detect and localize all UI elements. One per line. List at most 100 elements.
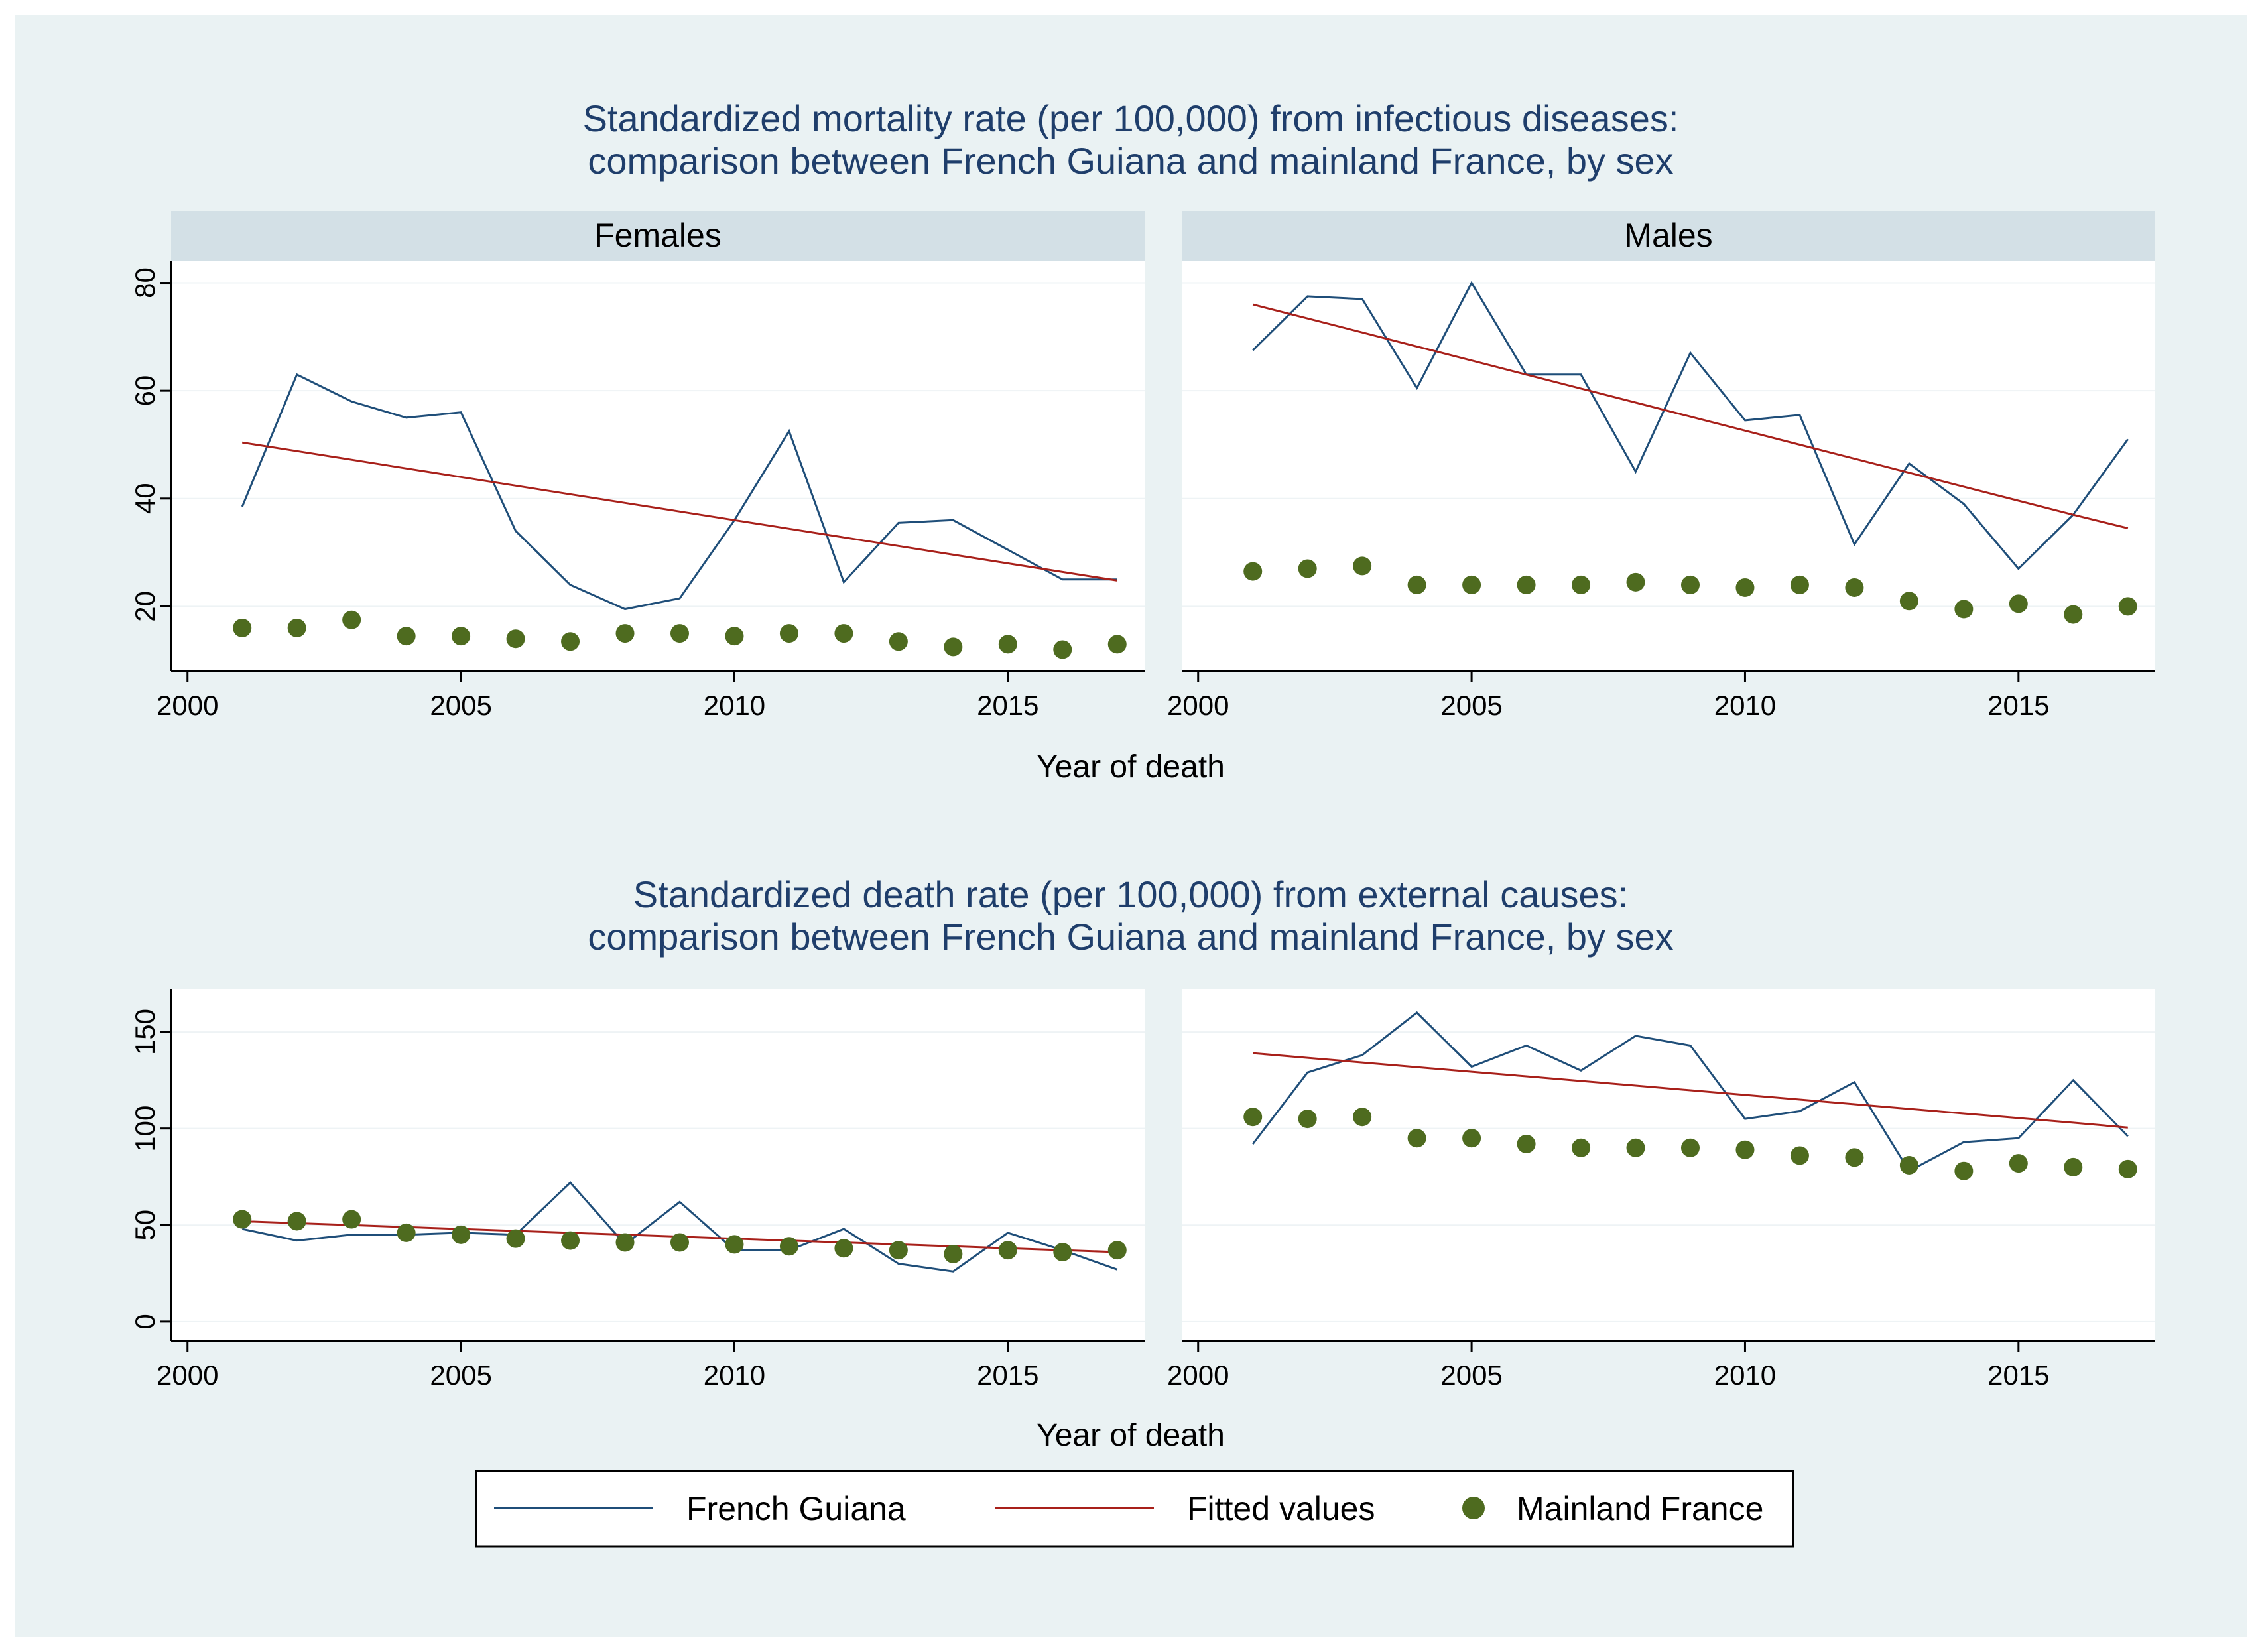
chart2-panel2-x-tick-label-2010: 2010 — [1714, 1360, 1776, 1391]
chart2-panel1-x-tick-label-2015: 2015 — [977, 1360, 1038, 1391]
chart2-panel1-mainland-france-point-2017 — [1107, 1241, 1127, 1260]
chart2-panel1-mainland-france-point-2009 — [670, 1233, 689, 1252]
legend-swatch-mainland-france — [1462, 1497, 1485, 1519]
legend-label-french-guiana: French Guiana — [686, 1490, 906, 1527]
chart1-panel2-mainland-france-point-2012 — [1845, 578, 1864, 597]
chart1-panel1-mainland-france-point-2002 — [287, 618, 306, 637]
chart2-panel1-y-tick-label-0: 0 — [129, 1314, 160, 1329]
chart1-panel1-mainland-france-point-2008 — [615, 624, 635, 643]
chart1-panel1-mainland-france-point-2016 — [1053, 640, 1072, 659]
legend-label-fitted-values: Fitted values — [1187, 1490, 1375, 1527]
chart1-panel2-mainland-france-point-2007 — [1572, 575, 1591, 594]
chart2-panel1-x-tick-label-2010: 2010 — [704, 1360, 765, 1391]
chart1-panel2-mainland-france-point-2011 — [1790, 575, 1809, 594]
chart2-panel1-mainland-france-point-2002 — [287, 1212, 306, 1231]
chart2-panel2-mainland-france-point-2002 — [1298, 1110, 1317, 1129]
chart1-panel2-x-tick-label-2015: 2015 — [1987, 690, 2049, 721]
chart2-x-axis-title: Year of death — [1037, 1418, 1225, 1453]
chart1-x-axis-title: Year of death — [1037, 749, 1225, 785]
chart2-panel2-x-tick-label-2000: 2000 — [1167, 1360, 1229, 1391]
chart2-panel1-mainland-france-point-2012 — [834, 1239, 853, 1258]
panel-strip-females — [171, 211, 1145, 261]
panel-label-males: Males — [1624, 217, 1712, 254]
chart1-panel1-mainland-france-point-2001 — [233, 618, 252, 637]
chart2-panel1-x-tick-label-2005: 2005 — [430, 1360, 491, 1391]
chart1-panel2-mainland-france-point-2002 — [1298, 559, 1317, 578]
chart2-panel2: 2000 2005 2010 2015 — [1167, 989, 2155, 1391]
chart1-panel1-mainland-france-point-2004 — [397, 627, 416, 646]
chart2-panel2-mainland-france-point-2013 — [1899, 1156, 1918, 1175]
chart1-panel2-mainland-france-point-2015 — [2009, 594, 2028, 613]
chart1-panel2-plot-area — [1182, 261, 2155, 671]
chart1-panel1-mainland-france-point-2005 — [452, 627, 471, 646]
chart2-panel1: 2000 2005 2010 2015 0 50 100 150 — [129, 989, 1145, 1391]
chart1-panel1-mainland-france-point-2014 — [944, 637, 963, 657]
chart2-panel2-mainland-france-point-2016 — [2064, 1157, 2083, 1176]
chart1-panel1-x-tick-label-2005: 2005 — [430, 690, 491, 721]
chart2-panel2-mainland-france-point-2001 — [1243, 1108, 1263, 1127]
chart2-panel2-x-tick-label-2005: 2005 — [1440, 1360, 1502, 1391]
chart1-panel1-french-guiana-line — [241, 373, 1117, 611]
chart1-panel2-fitted-values-line — [1252, 303, 2129, 529]
chart2-panel2-mainland-france-point-2003 — [1353, 1108, 1372, 1127]
chart2-panel1-mainland-france-point-2014 — [944, 1244, 963, 1263]
chart2-panel2-mainland-france-point-2012 — [1845, 1148, 1864, 1167]
chart1-panel1-mainland-france-point-2015 — [998, 635, 1017, 654]
chart2-panel1-mainland-france-point-2008 — [615, 1233, 635, 1252]
chart1-panel2-mainland-france-point-2003 — [1353, 556, 1372, 576]
chart1-panel1-y-tick-label-80: 80 — [129, 267, 160, 298]
chart2-panel1-y-tick-label-100: 100 — [129, 1106, 160, 1152]
chart2-panel2-mainland-france-point-2005 — [1462, 1129, 1481, 1148]
chart1-panel1-mainland-france-point-2013 — [889, 632, 908, 651]
chart2-panel1-mainland-france-point-2004 — [397, 1223, 416, 1242]
panel-label-females: Females — [594, 217, 722, 254]
chart2-panel1-mainland-france-point-2005 — [452, 1225, 471, 1244]
chart2-panel2-mainland-france-point-2006 — [1517, 1134, 1536, 1153]
legend-label-mainland-france: Mainland France — [1517, 1490, 1763, 1527]
chart2-panel1-french-guiana-line — [241, 1181, 1118, 1273]
chart1-subtitle: comparison between French Guiana and mai… — [588, 140, 1673, 182]
chart2-panel2-mainland-france-point-2015 — [2009, 1154, 2028, 1173]
panel-strip-males — [1182, 211, 2155, 261]
chart2-panel2-mainland-france-point-2014 — [1954, 1161, 1974, 1180]
chart2-panel2-french-guiana-line — [1252, 1011, 2129, 1173]
legend: French Guiana Fitted values Mainland Fra… — [475, 1470, 1794, 1548]
chart2-panel2-x-tick-label-2015: 2015 — [1987, 1360, 2049, 1391]
chart1-panel2-mainland-france-point-2017 — [2118, 597, 2137, 616]
chart1-panel2-mainland-france-point-2006 — [1517, 575, 1536, 594]
chart1-panel2: 2000 2005 2010 2015 — [1167, 261, 2155, 721]
chart2-panel1-mainland-france-point-2007 — [561, 1231, 580, 1250]
chart2-panel2-fitted-values-line — [1253, 1052, 2128, 1129]
chart1-panel2-mainland-france-point-2013 — [1899, 592, 1918, 611]
chart2-panel1-mainland-france-point-2011 — [779, 1237, 798, 1256]
chart1-panel2-x-tick-label-2005: 2005 — [1440, 690, 1502, 721]
chart1-panel1-mainland-france-point-2007 — [561, 632, 580, 651]
chart1-panel2-mainland-france-point-2009 — [1680, 575, 1700, 594]
chart2-panel1-mainland-france-point-2013 — [889, 1241, 908, 1260]
chart1-panel1-mainland-france-point-2003 — [342, 610, 361, 629]
chart2-panel2-mainland-france-point-2017 — [2118, 1159, 2137, 1178]
chart1-panel1-mainland-france-point-2006 — [506, 629, 525, 649]
chart1-panel2-mainland-france-point-2010 — [1735, 578, 1755, 597]
chart2-panel2-mainland-france-point-2008 — [1626, 1138, 1645, 1157]
chart1-panel1-y-tick-label-40: 40 — [129, 483, 160, 514]
chart2-panel1-mainland-france-point-2003 — [342, 1210, 361, 1229]
chart1-panel2-mainland-france-point-2016 — [2064, 605, 2083, 624]
chart1-panel1-mainland-france-point-2011 — [779, 624, 798, 643]
chart1-panel1-mainland-france-point-2010 — [725, 627, 744, 646]
chart1-panel1-mainland-france-point-2012 — [834, 624, 853, 643]
chart2-panel1-mainland-france-point-2016 — [1053, 1243, 1072, 1262]
chart1-panel1-fitted-values-line — [241, 441, 1118, 582]
chart1-panel1: 2000 2005 2010 2015 20 40 60 80 — [129, 261, 1145, 721]
chart2-title: Standardized death rate (per 100,000) fr… — [633, 873, 1628, 915]
chart2-panel1-mainland-france-point-2015 — [998, 1241, 1017, 1260]
chart1-panel2-mainland-france-point-2001 — [1243, 562, 1263, 581]
chart1-panel1-plot-area — [171, 261, 1145, 671]
charts-layer: 2000 2005 2010 2015 20 40 60 80 2000 2005 2010 2015… — [129, 261, 2155, 1391]
chart2-panel1-y-tick-label-150: 150 — [129, 1009, 160, 1055]
chart2-panel2-mainland-france-point-2007 — [1572, 1138, 1591, 1157]
chart1-panel1-y-tick-label-60: 60 — [129, 375, 160, 407]
chart1-panel1-x-tick-label-2010: 2010 — [704, 690, 765, 721]
chart1-panel1-x-tick-label-2015: 2015 — [977, 690, 1038, 721]
